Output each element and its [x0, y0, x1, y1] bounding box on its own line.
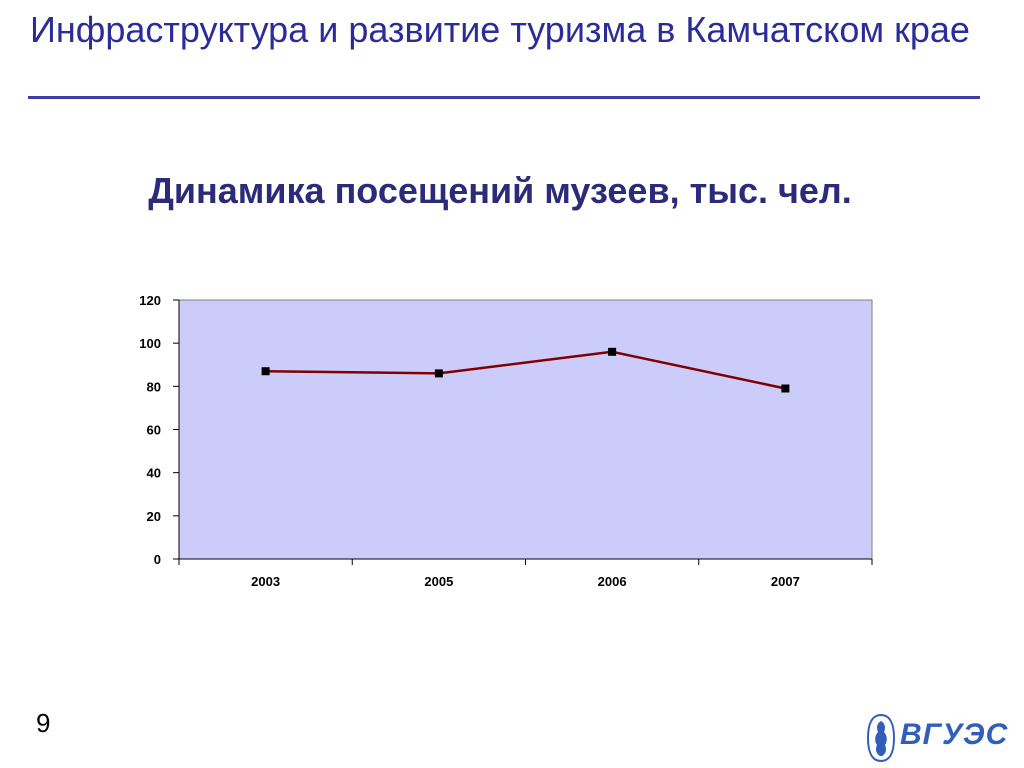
series-line	[265, 350, 786, 390]
y-tick-label: 40	[147, 466, 161, 481]
y-tick-label: 100	[139, 336, 161, 351]
chart-title: Динамика посещений музеев, тыс. чел.	[148, 170, 852, 211]
emblem-icon	[866, 713, 896, 763]
slide-title: Инфраструктура и развитие туризма в Камч…	[30, 9, 970, 50]
y-tick-label: 80	[147, 379, 161, 394]
slide-number: 9	[36, 708, 51, 738]
y-axis: 0 20 40 60 80 100 120	[139, 293, 180, 567]
data-point	[781, 384, 790, 393]
y-tick-label: 60	[147, 423, 161, 438]
y-tick-label: 120	[139, 293, 161, 308]
logo-text: ВГУЭС	[900, 718, 1009, 751]
x-axis: 2003 2005 2006 2007	[178, 558, 873, 589]
y-tick-label: 20	[147, 509, 161, 524]
data-point	[608, 347, 617, 356]
x-tick-label: 2007	[771, 574, 800, 589]
plot-area	[178, 299, 873, 560]
title-divider	[28, 96, 980, 99]
y-tick-label: 0	[154, 552, 161, 567]
x-tick-label: 2005	[424, 574, 453, 589]
x-tick-label: 2006	[598, 574, 627, 589]
series-layer	[261, 347, 790, 393]
data-point	[434, 369, 443, 378]
data-point	[261, 367, 270, 376]
x-tick-label: 2003	[251, 574, 280, 589]
